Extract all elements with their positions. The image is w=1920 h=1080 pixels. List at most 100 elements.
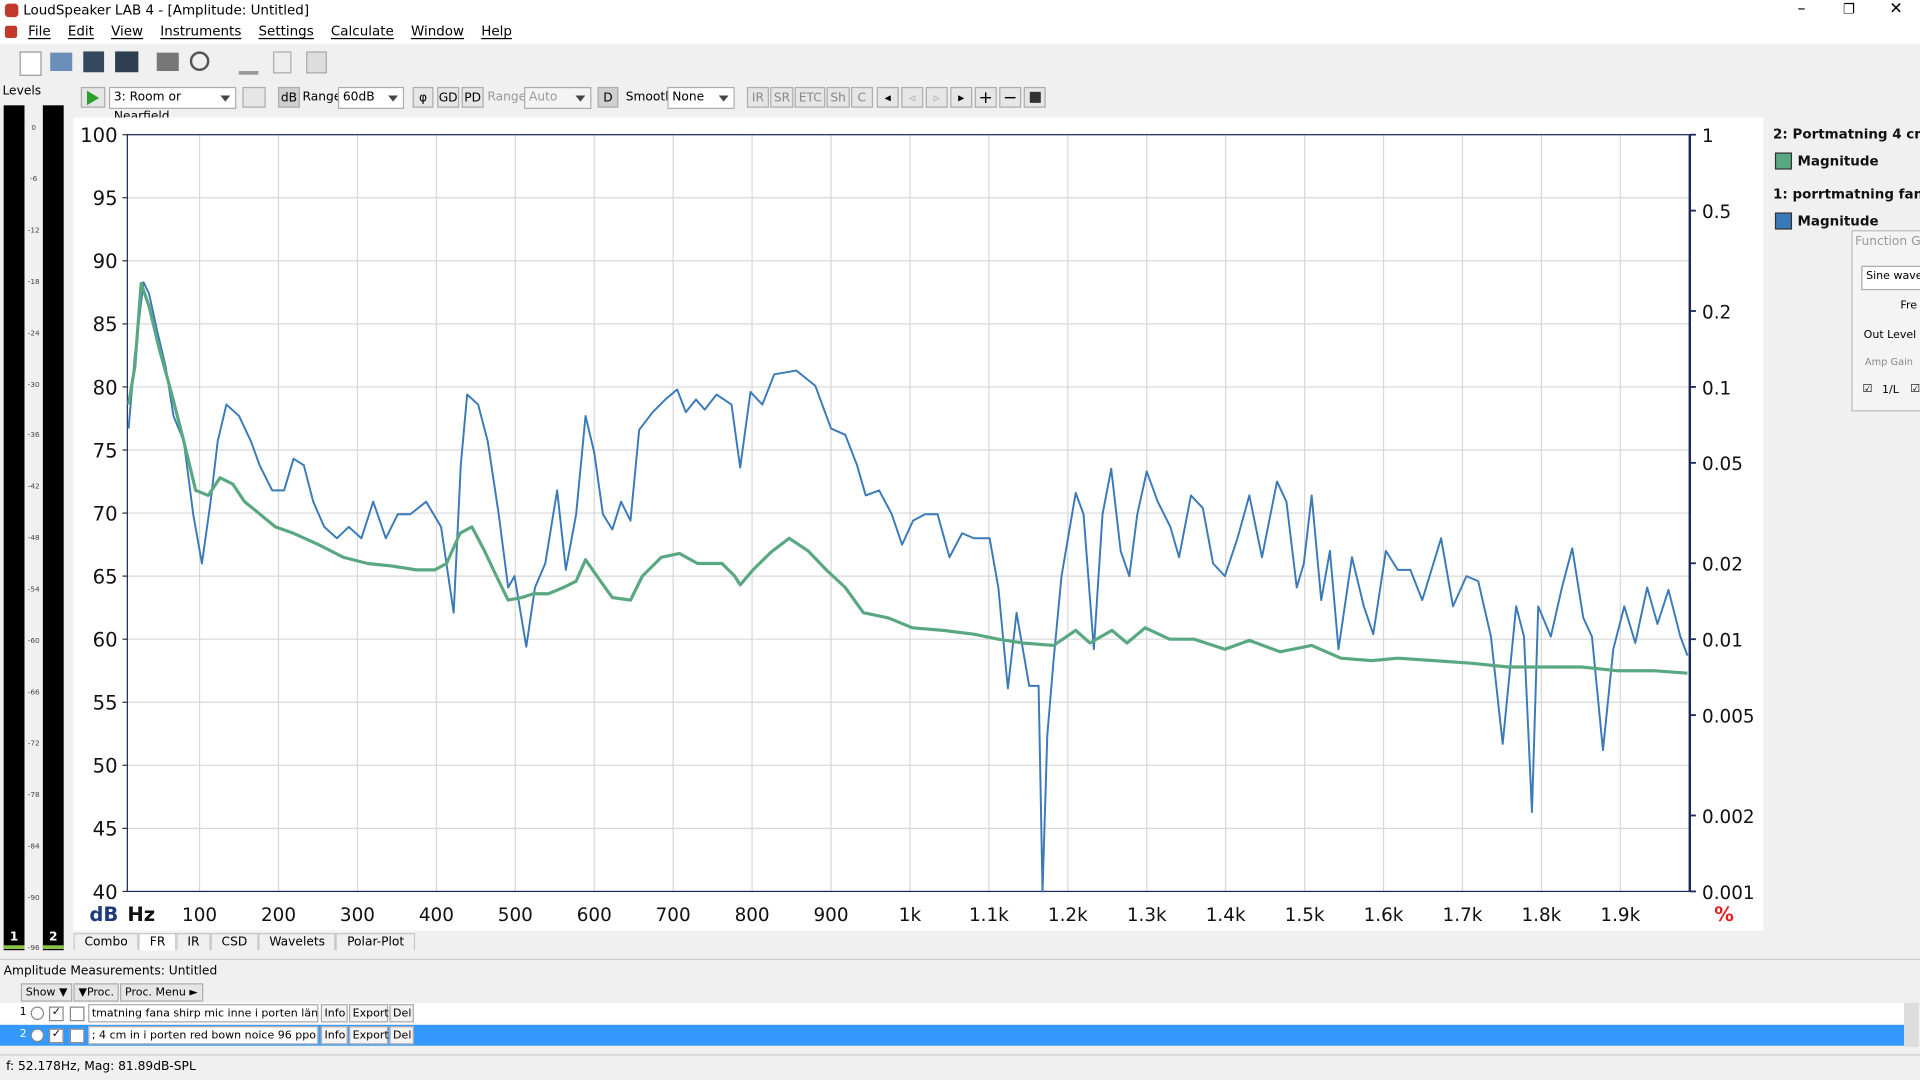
measurement-button[interactable]: ▼Proc. [73, 983, 119, 1002]
save-icon[interactable] [83, 51, 105, 73]
x-tick-label: 1.3k [1127, 905, 1167, 926]
smooth-dropdown[interactable]: None [667, 86, 735, 109]
row-index: 1 [19, 1006, 27, 1019]
view-button[interactable]: Sh [826, 86, 850, 108]
menu-item[interactable]: Settings [258, 23, 314, 40]
measurement-button[interactable]: Show ▼ [20, 983, 73, 1002]
row-color[interactable] [69, 1006, 85, 1022]
fg-checkbox[interactable]: ☑ [1862, 383, 1873, 396]
tab[interactable]: FR [138, 933, 177, 951]
stop-button[interactable] [1023, 86, 1046, 108]
row-name[interactable]: tmatning fana shirp mic inne i porten lä… [88, 1004, 319, 1023]
menu-item[interactable]: Edit [67, 23, 94, 40]
menu-item[interactable]: Window [410, 23, 465, 40]
menu-item[interactable]: Calculate [330, 23, 394, 40]
range2-dropdown[interactable]: Auto [524, 86, 592, 109]
open-icon[interactable] [50, 52, 73, 72]
y2-tick-label: 0.005 [1702, 706, 1755, 727]
row-color[interactable] [69, 1028, 85, 1044]
range-dropdown[interactable]: 60dB [337, 86, 405, 109]
menu-item[interactable]: File [28, 23, 51, 40]
preview-icon[interactable] [189, 51, 210, 72]
view-button[interactable]: ETC [795, 86, 826, 108]
x-tick-label: 1.9k [1600, 905, 1640, 926]
y-tick-label: 65 [93, 565, 118, 588]
nav-buttons: ◂ ◃ ▹ ▸ + − [876, 86, 1046, 108]
copy-icon[interactable] [273, 51, 292, 74]
menu-bar [0, 22, 1920, 45]
menu-item[interactable]: View [111, 23, 144, 40]
measurement-buttons: Show ▼ ▼Proc. Proc. Menu ► [20, 983, 203, 1002]
row-action[interactable]: Export [348, 1004, 389, 1023]
measurement-row[interactable]: 2 ✓ ; 4 cm in i porten red bown noice 96 p… [0, 1024, 1905, 1046]
title-bar: LoudSpeaker LAB 4 - [Amplitude: Untitled… [0, 0, 1920, 23]
tab[interactable]: CSD [210, 933, 259, 951]
zoom-out[interactable]: − [999, 86, 1022, 108]
minimize-button[interactable]: – [1797, 0, 1806, 19]
y2-tick-label: 0.001 [1702, 883, 1755, 904]
gd-button[interactable]: GD [437, 86, 460, 108]
measurement-row[interactable]: 1 ✓ tmatning fana shirp mic inne i porten … [0, 1002, 1905, 1024]
y2-tick-label: 0.1 [1702, 378, 1731, 399]
row-radio[interactable] [30, 1006, 45, 1020]
level-tick: -60 [27, 636, 40, 646]
x-tick-label: 800 [735, 905, 770, 926]
smooth-label: Smooth [625, 90, 673, 105]
level-tick: -84 [27, 841, 40, 851]
view-button[interactable]: IR [746, 86, 769, 108]
fg-amp-gain: Amp Gain [1864, 356, 1913, 368]
row-action[interactable]: Info [320, 1026, 348, 1045]
save-all-icon[interactable] [115, 51, 139, 73]
menu-item[interactable]: Help [481, 23, 512, 40]
fg-checkbox-2[interactable]: ☑ [1910, 383, 1920, 396]
y-tick-label: 95 [93, 187, 118, 210]
new-icon[interactable] [19, 51, 42, 76]
nav-right2[interactable]: ▹ [925, 86, 948, 108]
nav-left[interactable]: ◂ [876, 86, 899, 108]
tab[interactable]: Wavelets [258, 933, 337, 951]
nav-right[interactable]: ▸ [950, 86, 973, 108]
view-button[interactable]: C [850, 86, 873, 108]
y-tick-label: 60 [93, 629, 118, 652]
paste-icon[interactable] [306, 51, 327, 74]
play-button[interactable] [80, 86, 106, 108]
print-icon[interactable] [156, 52, 179, 72]
restore-button[interactable]: ❐ [1842, 1, 1855, 18]
row-action[interactable]: Info [320, 1004, 348, 1023]
tool-button[interactable] [242, 86, 266, 108]
view-button[interactable]: SR [770, 86, 794, 108]
row-check[interactable]: ✓ [48, 1028, 64, 1044]
x-tick-label: 1.6k [1364, 905, 1404, 926]
zoom-in[interactable]: + [974, 86, 997, 108]
row-action[interactable]: Del [389, 1004, 414, 1023]
nav-left2[interactable]: ◃ [901, 86, 924, 108]
row-name[interactable]: ; 4 cm in i porten red bown noice 96 ppo… [88, 1026, 319, 1045]
phase-button[interactable]: φ [412, 86, 434, 108]
level-tick: -54 [27, 585, 40, 594]
tab[interactable]: Combo [73, 933, 139, 951]
level-bar-1 [3, 945, 25, 949]
fg-out-level: Out Level [1863, 329, 1917, 342]
measurement-button[interactable]: Proc. Menu ► [120, 983, 203, 1002]
tab[interactable]: IR [176, 933, 211, 951]
d-button[interactable]: D [597, 86, 619, 108]
row-check[interactable]: ✓ [48, 1006, 64, 1022]
y2-tick-label: 0.01 [1702, 631, 1743, 652]
row-action[interactable]: Del [389, 1026, 414, 1045]
level-tick: -78 [27, 790, 40, 800]
menu-item[interactable]: Instruments [160, 23, 242, 40]
x-tick-label: 1.7k [1443, 905, 1483, 926]
window-title: LoudSpeaker LAB 4 - [Amplitude: Untitled… [23, 2, 310, 19]
close-button[interactable]: ✕ [1889, 0, 1903, 19]
db-button[interactable]: dB [277, 86, 300, 108]
pd-button[interactable]: PD [461, 86, 484, 108]
row-radio[interactable] [30, 1028, 45, 1043]
level-tick: -24 [27, 328, 40, 338]
toolbar-icons [0, 45, 1920, 79]
fg-waveform[interactable]: Sine wave [1861, 265, 1920, 291]
tab[interactable]: Polar-Plot [336, 933, 416, 951]
cut-icon[interactable] [238, 53, 259, 75]
fg-channel: 1/L [1882, 384, 1899, 397]
row-action[interactable]: Export [348, 1026, 389, 1045]
